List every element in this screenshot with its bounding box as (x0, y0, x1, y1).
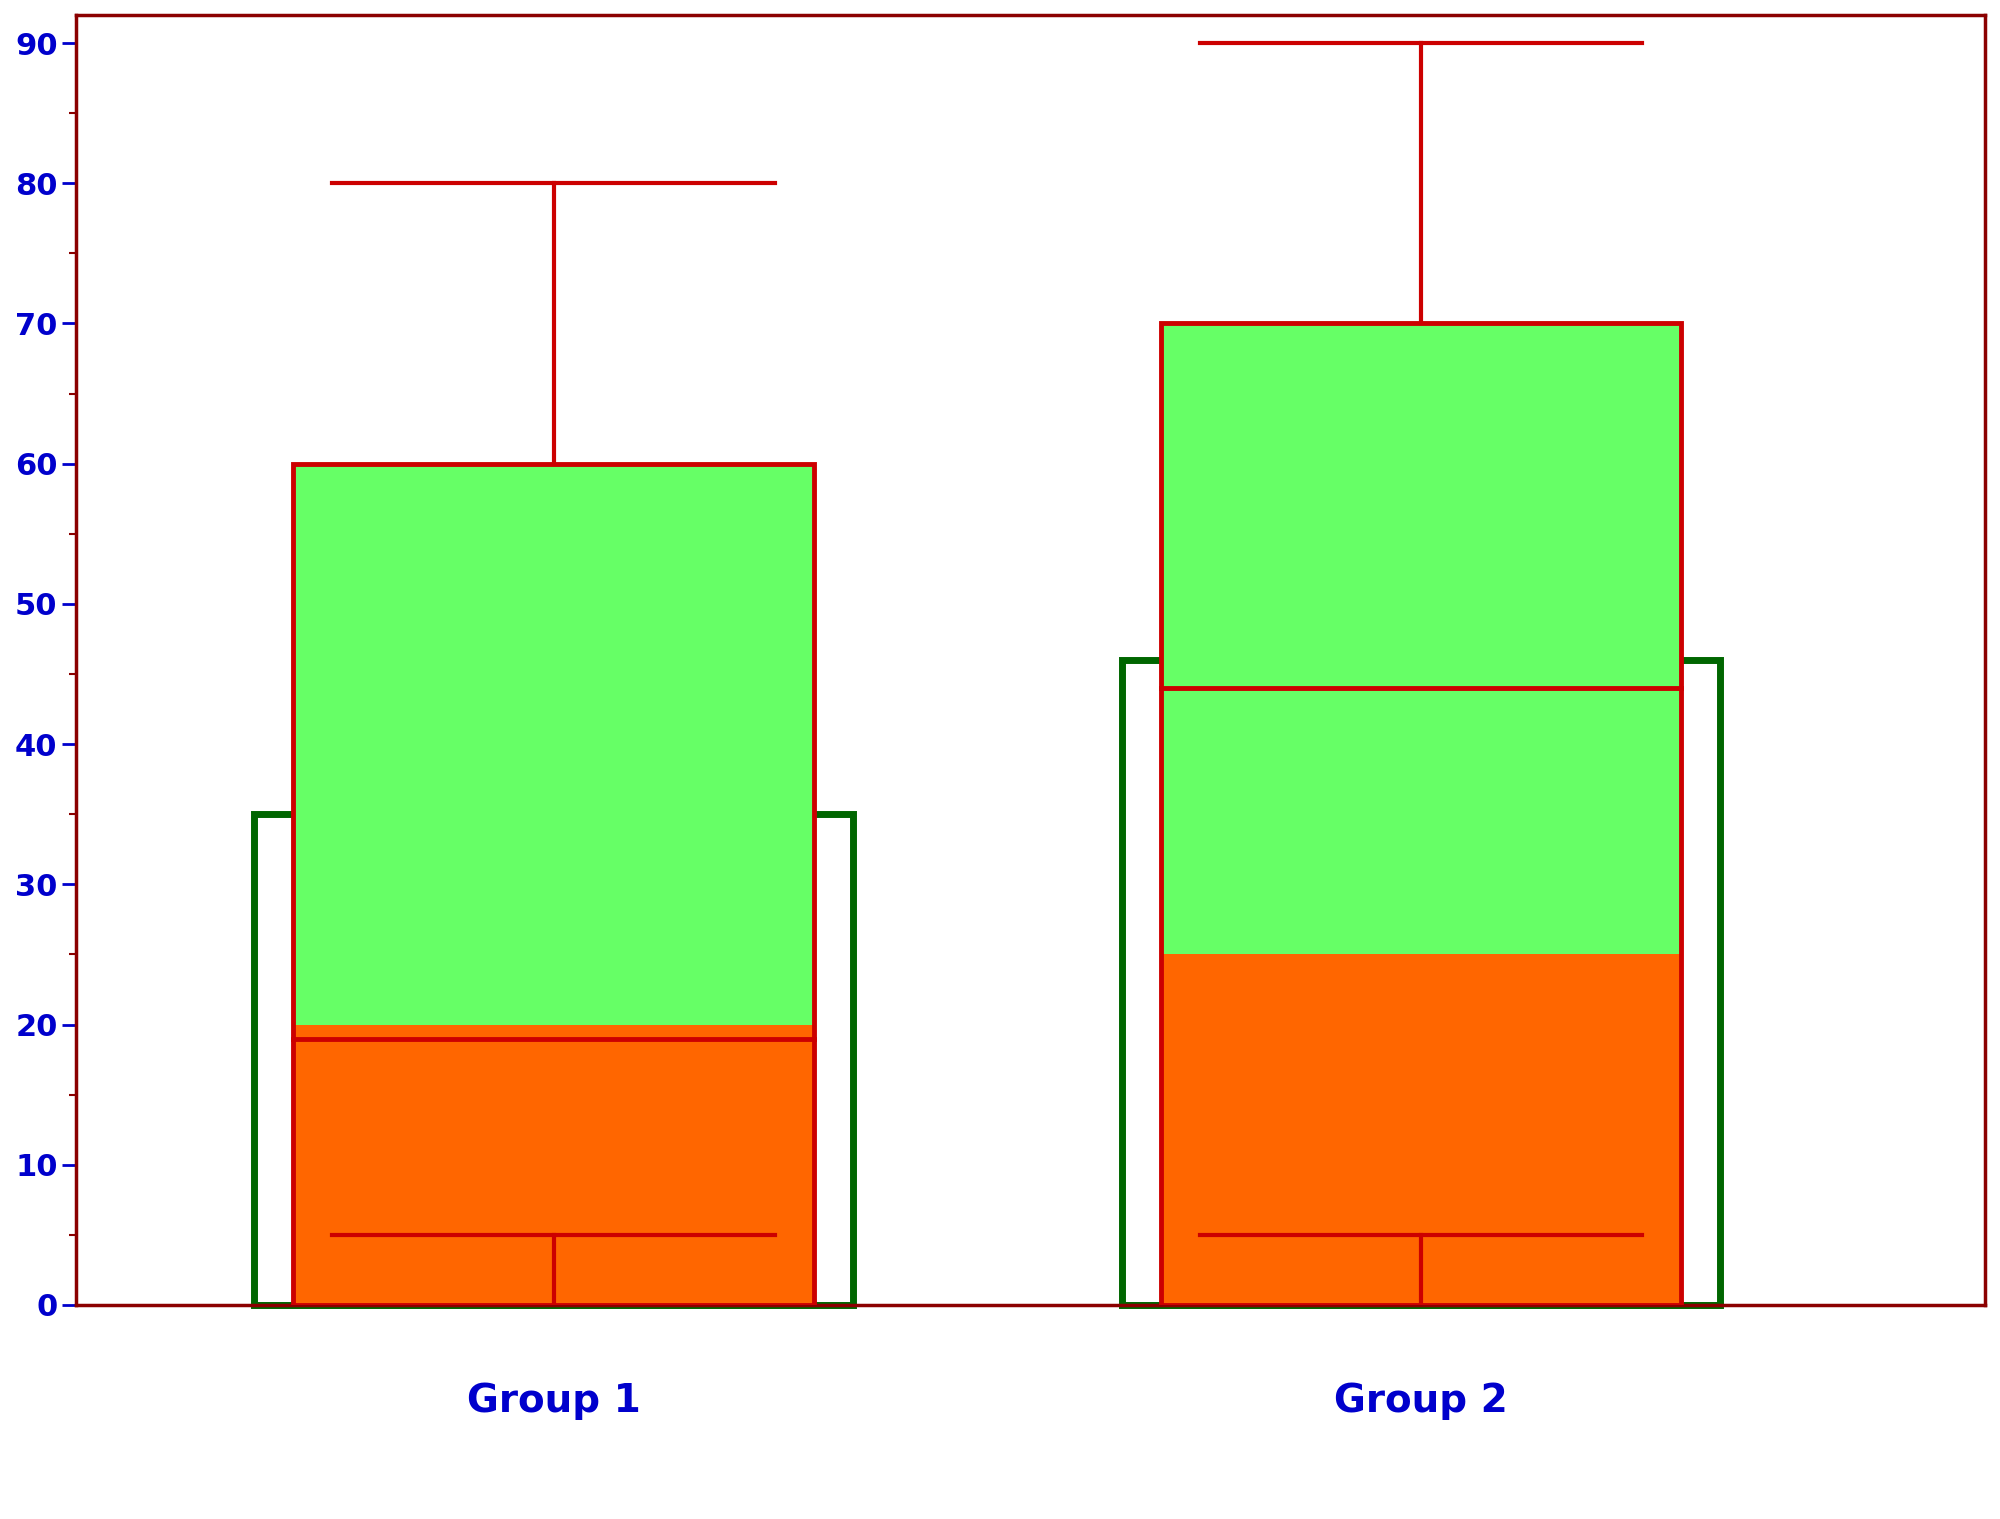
Bar (1160, 324, 1682, 1305)
Bar (1160, 324, 1682, 954)
Text: Group 2: Group 2 (1334, 1382, 1508, 1420)
Bar (294, 463, 814, 1305)
Text: Group 1: Group 1 (466, 1382, 640, 1420)
Bar (294, 463, 814, 1305)
Bar (294, 463, 814, 1024)
Bar (254, 814, 852, 1305)
Bar (1122, 659, 1720, 1305)
Bar (1160, 324, 1682, 1305)
